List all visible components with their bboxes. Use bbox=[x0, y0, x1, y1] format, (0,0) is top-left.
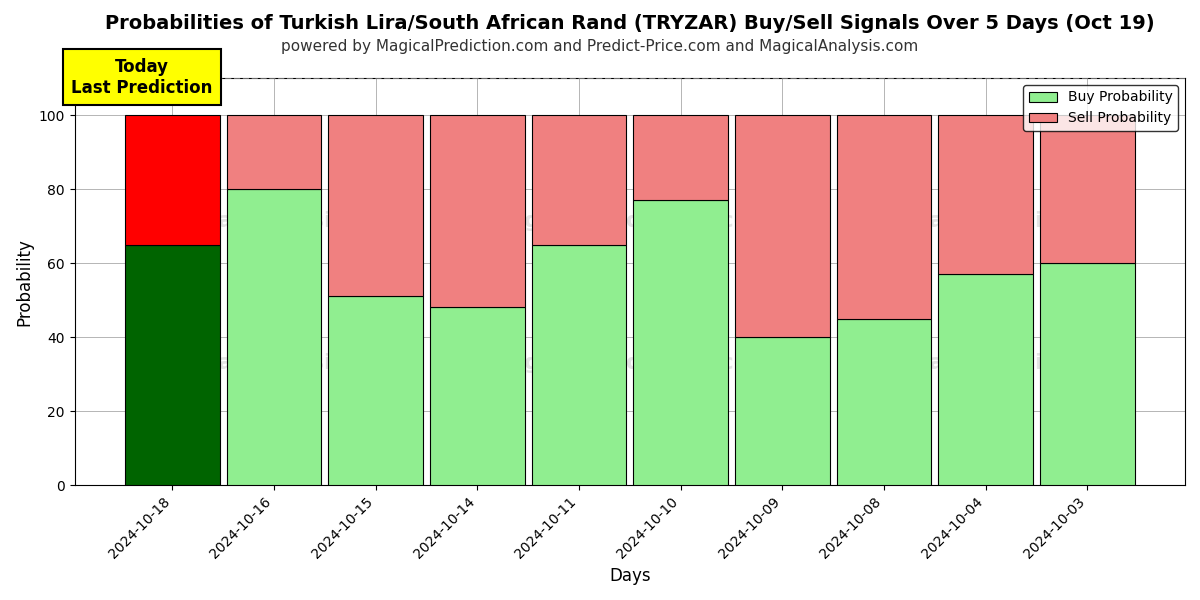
Bar bbox=[227, 115, 322, 189]
Bar bbox=[329, 115, 422, 296]
Legend: Buy Probability, Sell Probability: Buy Probability, Sell Probability bbox=[1024, 85, 1178, 131]
Bar bbox=[227, 189, 322, 485]
Bar bbox=[938, 115, 1033, 274]
Bar bbox=[532, 245, 626, 485]
Text: MagicalAnalysis.com: MagicalAnalysis.com bbox=[854, 353, 1116, 373]
X-axis label: Days: Days bbox=[610, 567, 650, 585]
Text: MagicalAnalysis.com: MagicalAnalysis.com bbox=[144, 353, 406, 373]
Text: MagicalPrediction.com: MagicalPrediction.com bbox=[487, 353, 773, 373]
Bar bbox=[736, 337, 829, 485]
Text: MagicalAnalysis.com: MagicalAnalysis.com bbox=[854, 211, 1116, 230]
Text: powered by MagicalPrediction.com and Predict-Price.com and MagicalAnalysis.com: powered by MagicalPrediction.com and Pre… bbox=[281, 39, 919, 54]
Bar bbox=[1040, 263, 1134, 485]
Bar bbox=[532, 115, 626, 245]
Bar bbox=[430, 307, 524, 485]
Bar bbox=[634, 200, 728, 485]
Bar bbox=[836, 115, 931, 319]
Bar bbox=[125, 115, 220, 245]
Bar bbox=[125, 245, 220, 485]
Text: MagicalAnalysis.com: MagicalAnalysis.com bbox=[144, 211, 406, 230]
Bar bbox=[329, 296, 422, 485]
Bar bbox=[430, 115, 524, 307]
Text: MagicalPrediction.com: MagicalPrediction.com bbox=[487, 211, 773, 230]
Text: Today
Last Prediction: Today Last Prediction bbox=[71, 58, 212, 97]
Bar bbox=[736, 115, 829, 337]
Bar bbox=[836, 319, 931, 485]
Bar bbox=[938, 274, 1033, 485]
Bar bbox=[1040, 115, 1134, 263]
Bar bbox=[634, 115, 728, 200]
Y-axis label: Probability: Probability bbox=[16, 238, 34, 326]
Title: Probabilities of Turkish Lira/South African Rand (TRYZAR) Buy/Sell Signals Over : Probabilities of Turkish Lira/South Afri… bbox=[106, 14, 1154, 34]
